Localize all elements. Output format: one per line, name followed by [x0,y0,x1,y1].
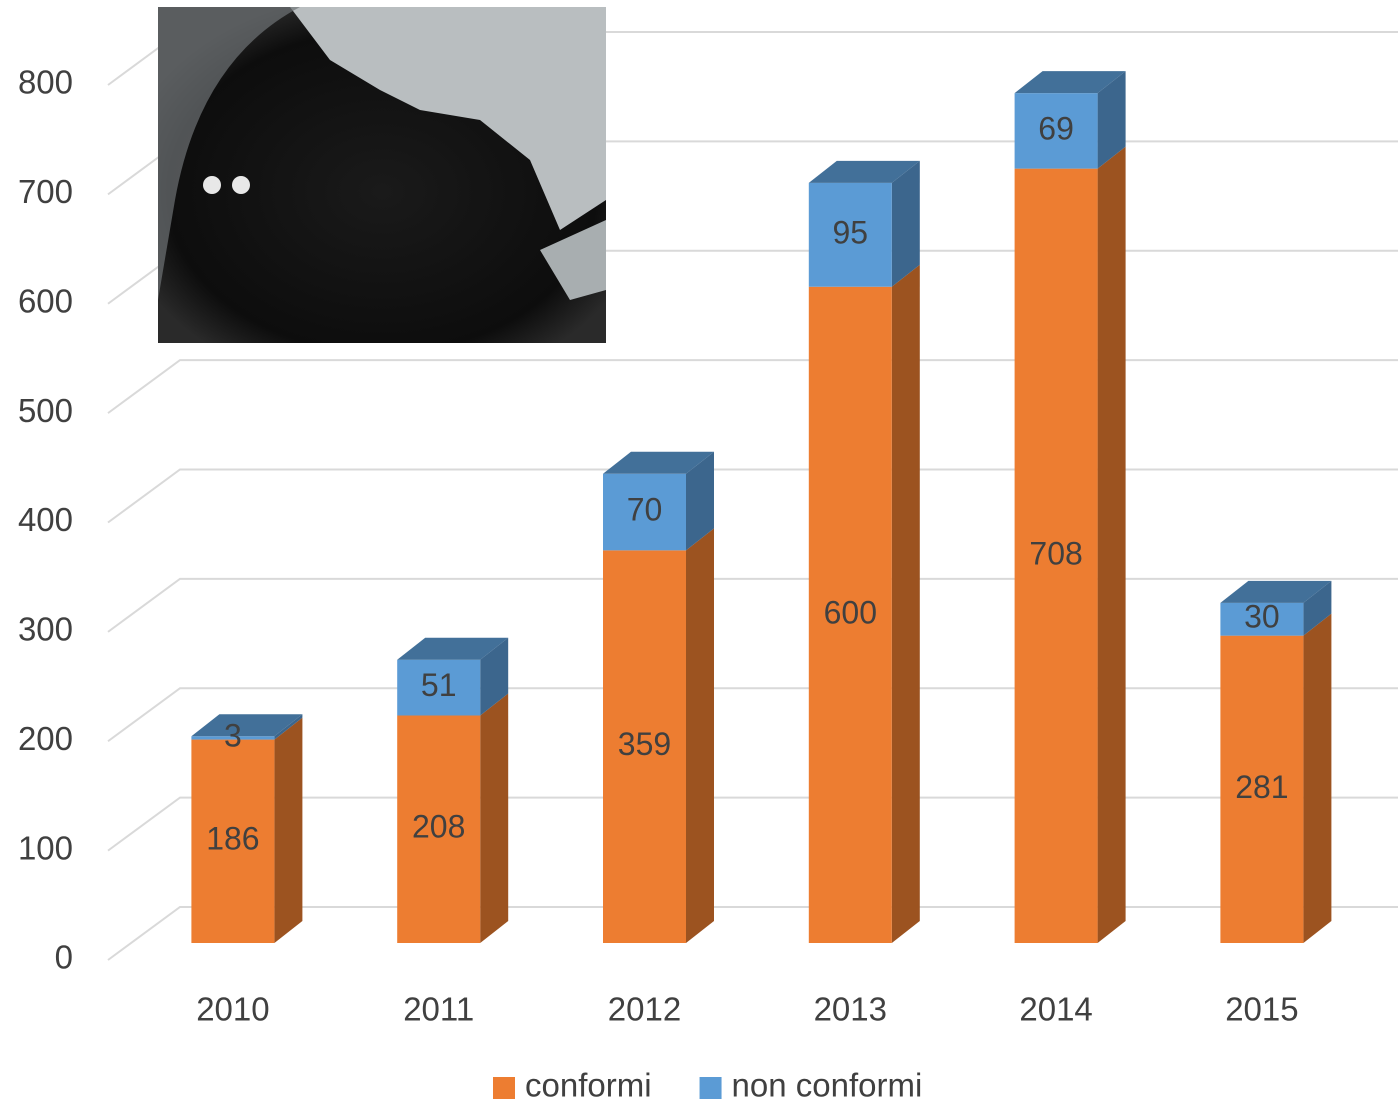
data-label: 600 [824,594,877,630]
x-tick-label: 2010 [196,991,269,1028]
bar [808,286,892,943]
bar-top [1014,71,1126,94]
bar [603,550,686,943]
bar [1014,93,1098,169]
data-label: 359 [618,726,671,762]
data-label: 95 [833,214,869,250]
data-label: 51 [421,667,457,703]
photo-rivet [203,176,221,194]
photo-coating [290,7,606,230]
photo [158,7,606,343]
data-label: 69 [1038,110,1074,146]
data-label: 281 [1235,769,1288,805]
x-tick-label: 2012 [608,991,681,1028]
y-tick-label: 500 [18,392,73,429]
bar-top [603,451,714,474]
x-tick-label: 2013 [814,991,887,1028]
bar-side [1097,146,1126,943]
bar-side [686,528,714,943]
y-tick-label: 700 [18,173,73,210]
photo-rim [158,7,300,300]
bar-side [1303,613,1332,943]
bar-side [1303,580,1332,636]
bar-top [1220,580,1332,603]
bar-top [397,637,509,660]
legend: conformi non conformi [493,1067,922,1104]
bar-side [480,693,509,943]
y-tick-label: 400 [18,501,73,538]
grid-line [107,468,1398,524]
photo-coating [540,220,606,300]
data-label: 30 [1244,599,1280,635]
data-label: 3 [224,717,242,753]
bar-top [191,714,303,737]
legend-swatch [493,1077,515,1099]
grid-line [107,906,1398,961]
y-tick-label: 600 [18,282,73,319]
grid-line [107,796,1398,852]
y-tick-label: 100 [18,829,73,866]
x-tick-label: 2011 [403,991,474,1028]
bar [808,182,892,287]
bar [1220,602,1304,636]
bar [397,715,481,943]
data-label: 186 [206,821,259,857]
y-tick-label: 300 [18,611,73,648]
bar-side [480,637,509,716]
bar [1220,635,1304,943]
legend-label: conformi [525,1067,652,1104]
data-label: 70 [627,492,663,528]
bar-top [808,160,920,183]
bar [1014,168,1098,943]
bar-side [1097,71,1126,169]
grid-line [107,359,1398,414]
bar [191,739,275,943]
bar-side [891,160,920,287]
bar [603,473,686,551]
data-label: 208 [412,809,465,845]
bar-side [891,264,920,943]
y-tick-label: 200 [18,720,73,757]
photo-rivet [232,176,250,194]
y-tick-label: 0 [55,939,73,976]
legend-label: non conformi [732,1067,923,1104]
bar [191,736,275,740]
x-tick-label: 2015 [1225,991,1298,1028]
bar-side [274,714,303,740]
bar-side [274,717,303,943]
grid-line [107,687,1398,743]
y-tick-label: 800 [18,64,73,101]
grid-line [107,577,1398,633]
legend-swatch [699,1077,722,1099]
bar [397,659,481,716]
x-tick-label: 2014 [1019,991,1092,1028]
data-label: 708 [1029,535,1082,571]
bars: 2010 2011 2012 2013 2014 2015 186 208 359 600 708 2… [191,71,1332,1028]
bar-side [686,451,714,551]
